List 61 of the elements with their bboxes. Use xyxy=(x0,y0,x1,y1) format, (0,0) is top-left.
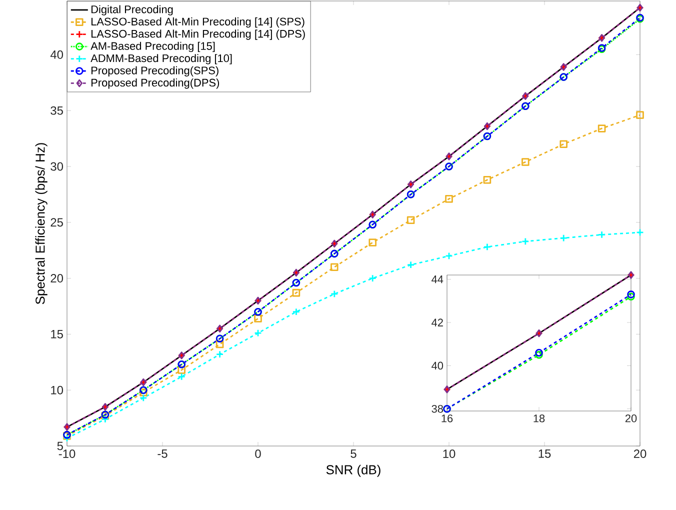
y-tick-label: 35 xyxy=(50,106,63,115)
x-tick-label: 15 xyxy=(538,450,551,458)
y-tick-label: 15 xyxy=(51,330,63,338)
legend-label: Proposed Precoding(DPS) xyxy=(92,78,220,89)
point xyxy=(636,111,644,119)
x-tick-label: 5 xyxy=(350,450,356,458)
x-tick-label: 16 xyxy=(442,414,453,422)
point xyxy=(560,140,568,148)
x-tick-label: 20 xyxy=(634,450,646,458)
point xyxy=(292,308,300,316)
legend-label: Digital Precoding xyxy=(92,5,173,16)
x-tick-label: 10 xyxy=(443,450,456,458)
point xyxy=(522,158,530,166)
y-tick-label: 10 xyxy=(51,386,64,394)
point xyxy=(178,366,186,374)
point xyxy=(216,340,224,348)
x-tick-label: 20 xyxy=(625,414,637,422)
x-tick-label: -10 xyxy=(58,450,76,458)
point xyxy=(178,372,186,381)
y-tick-label: 20 xyxy=(50,274,64,283)
point xyxy=(254,329,262,337)
point xyxy=(522,238,530,246)
y-tick-label: 5 xyxy=(57,442,63,450)
legend-label: AM-Based Precoding [15] xyxy=(90,42,215,52)
point xyxy=(560,234,568,242)
x-tick-label: 0 xyxy=(255,450,261,458)
point xyxy=(368,238,376,246)
y-tick-label: 30 xyxy=(50,162,64,171)
y-tick-label: 25 xyxy=(50,218,63,227)
legend-label: Proposed Precoding(SPS) xyxy=(92,66,218,76)
point xyxy=(330,263,338,271)
point xyxy=(368,274,376,282)
point xyxy=(216,350,224,358)
point xyxy=(598,230,606,239)
y-tick-label: 42 xyxy=(432,318,443,326)
point xyxy=(636,228,644,236)
x-tick-label: -5 xyxy=(158,450,168,458)
y-tick-label: 40 xyxy=(432,362,444,370)
point xyxy=(63,434,71,442)
point xyxy=(101,415,110,424)
point xyxy=(445,252,453,260)
x-tick-label: 18 xyxy=(534,414,545,422)
point xyxy=(598,124,606,132)
point xyxy=(483,176,492,184)
point xyxy=(292,288,300,297)
point xyxy=(406,260,415,269)
y-tick-label: 38 xyxy=(432,404,443,413)
legend-label: ADMM-Based Precoding [10] xyxy=(90,54,232,64)
legend-label: LASSO-Based Alt-Min Precoding [14] (DPS) xyxy=(92,30,305,40)
legend-label: LASSO-Based Alt-Min Precoding [14] (SPS) xyxy=(92,17,304,28)
y-tick-label: 44 xyxy=(432,276,444,284)
point xyxy=(483,243,492,251)
point xyxy=(406,216,415,224)
point xyxy=(330,290,338,298)
y-tick-label: 40 xyxy=(50,50,64,59)
x-axis-title: SNR (dB) xyxy=(326,464,380,477)
point xyxy=(254,314,262,322)
y-axis-title: Spectral Efficiency (bps/ Hz) xyxy=(35,143,48,304)
point xyxy=(445,195,453,203)
point xyxy=(140,388,148,396)
point xyxy=(140,394,148,402)
